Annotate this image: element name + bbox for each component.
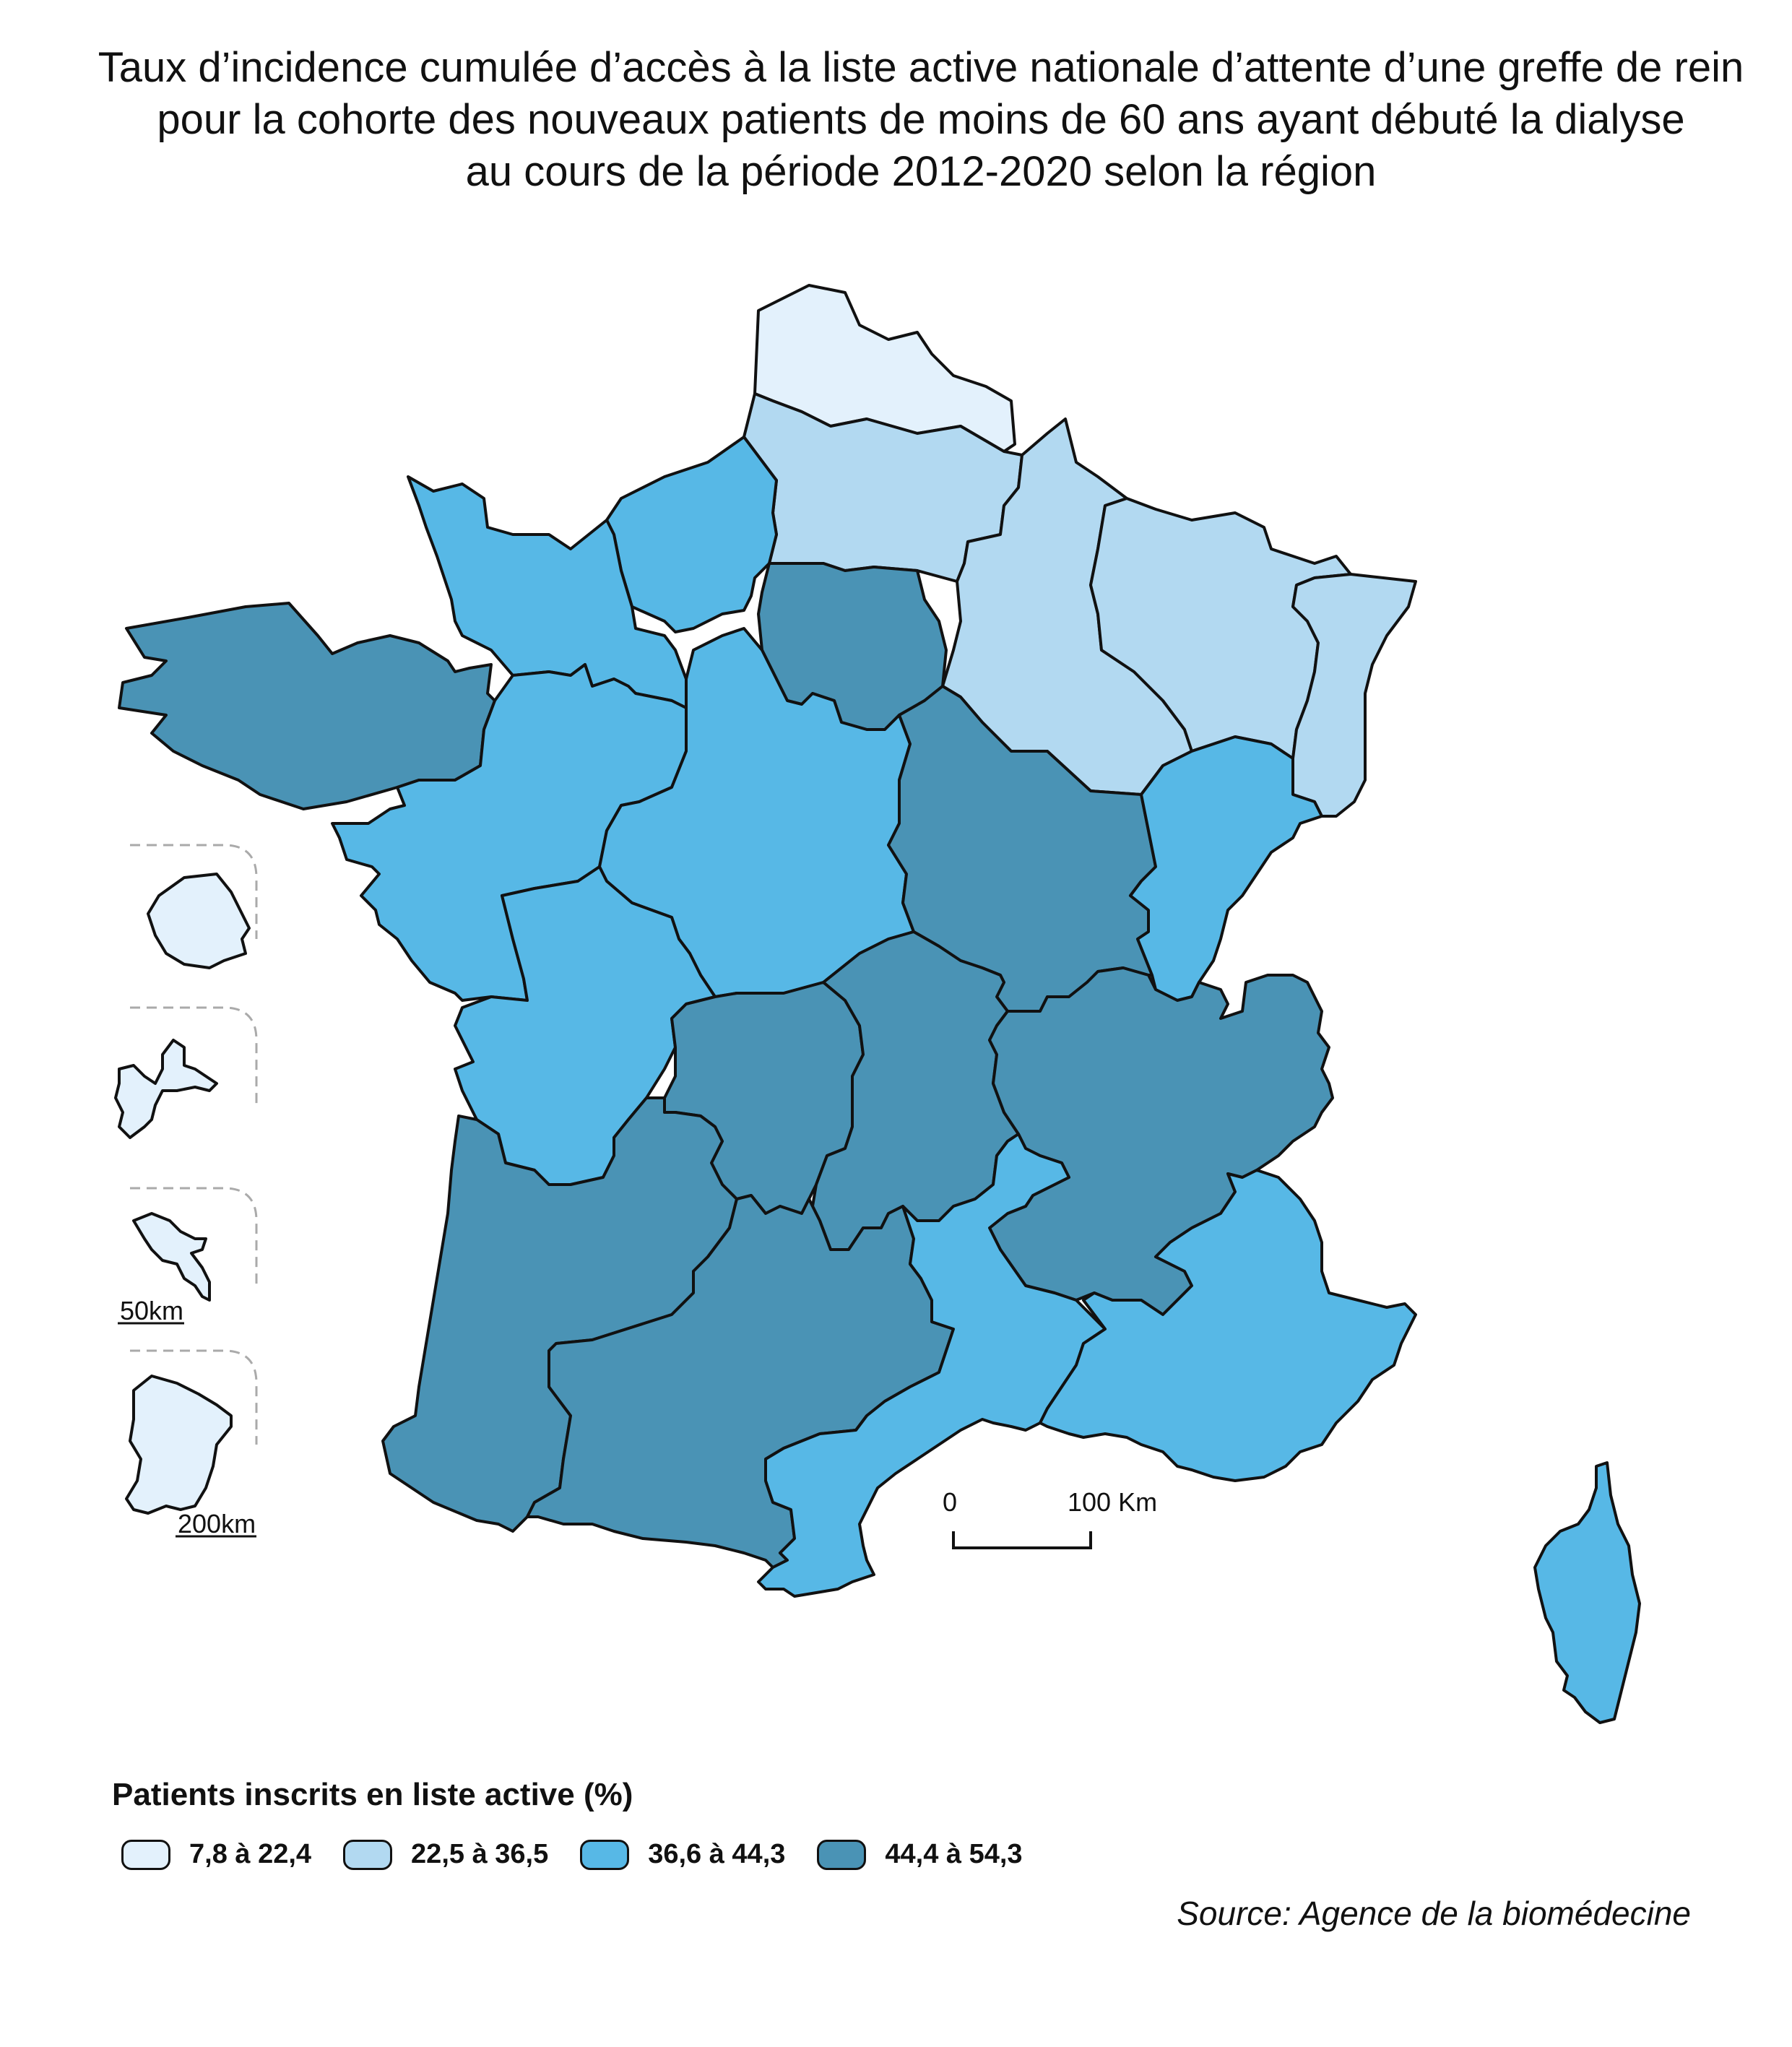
region-la-reunion [147, 873, 251, 969]
region-guadeloupe [114, 1039, 218, 1139]
region-guyane [125, 1375, 233, 1515]
title-line-1: Taux d’incidence cumulée d’accès à la li… [98, 44, 1744, 91]
region-corse [1533, 1461, 1641, 1724]
inset-frame-1 [130, 844, 258, 939]
inset-scale-label-small: 50km [120, 1296, 183, 1325]
region-alsace [1291, 573, 1417, 818]
legend-label-1: 7,8 à 22,4 [189, 1839, 312, 1869]
inset-frame-2 [130, 1006, 258, 1105]
legend-item-1: 7,8 à 22,4 [121, 1839, 311, 1870]
source-note: Source: Agence de la biomédecine [1177, 1895, 1691, 1932]
region-martinique [132, 1212, 211, 1302]
region-bretagne [118, 602, 496, 810]
legend-swatch-3 [580, 1839, 630, 1870]
region-franche-comte [1129, 735, 1323, 1002]
legend-title: Patients inscrits en liste active (%) [112, 1777, 633, 1812]
legend-swatch-4 [817, 1839, 867, 1870]
scale-bar [952, 1531, 1092, 1549]
legend-item-2: 22,5 à 36,5 [343, 1839, 548, 1870]
region-haute-normandie [605, 436, 778, 633]
legend-label-2: 22,5 à 36,5 [411, 1839, 549, 1869]
scale-end-label: 100 Km [1068, 1487, 1157, 1517]
inset-scale-label-large: 200km [178, 1509, 256, 1539]
scale-start-label: 0 [943, 1487, 957, 1517]
legend-label-4: 44,4 à 54,3 [885, 1839, 1023, 1869]
legend-label-3: 36,6 à 44,3 [648, 1839, 786, 1869]
legend-swatch-1 [121, 1839, 170, 1870]
inset-frame-3 [130, 1187, 258, 1286]
map-title: Taux d’incidence cumulée d’accès à la li… [58, 42, 1784, 198]
legend-item-4: 44,4 à 54,3 [817, 1839, 1023, 1870]
title-line-2: pour la cohorte des nouveaux patients de… [157, 96, 1685, 143]
title-line-3: au cours de la période 2012-2020 selon l… [465, 148, 1377, 195]
legend: 7,8 à 22,4 22,5 à 36,5 36,6 à 44,3 44,4 … [121, 1839, 1055, 1870]
legend-swatch-2 [343, 1839, 393, 1870]
inset-frame-4 [130, 1349, 258, 1445]
region-paca [1039, 1169, 1417, 1482]
legend-item-3: 36,6 à 44,3 [580, 1839, 785, 1870]
region-languedoc-roussillon [757, 1133, 1107, 1598]
